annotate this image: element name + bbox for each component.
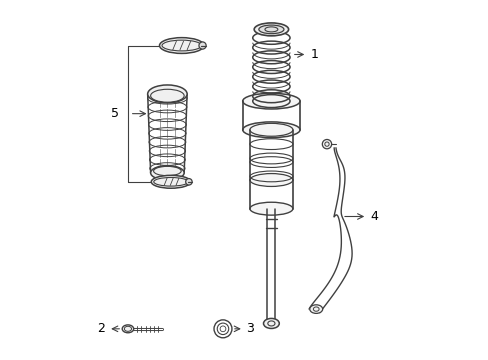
- Ellipse shape: [249, 123, 292, 136]
- Ellipse shape: [249, 202, 292, 215]
- Ellipse shape: [242, 122, 300, 138]
- Ellipse shape: [258, 25, 284, 34]
- Ellipse shape: [147, 85, 187, 103]
- Text: 3: 3: [246, 322, 254, 335]
- Ellipse shape: [322, 139, 331, 149]
- Ellipse shape: [199, 42, 206, 49]
- Ellipse shape: [151, 175, 190, 188]
- Text: 2: 2: [97, 322, 104, 335]
- Ellipse shape: [242, 93, 300, 109]
- Ellipse shape: [159, 38, 203, 53]
- Text: 5: 5: [111, 107, 119, 120]
- Text: 4: 4: [370, 210, 378, 223]
- Ellipse shape: [122, 325, 133, 333]
- Ellipse shape: [249, 174, 292, 186]
- Ellipse shape: [263, 319, 279, 328]
- Ellipse shape: [185, 179, 192, 185]
- Ellipse shape: [150, 166, 184, 180]
- Ellipse shape: [309, 305, 322, 314]
- Text: 1: 1: [310, 48, 318, 61]
- Ellipse shape: [254, 23, 288, 36]
